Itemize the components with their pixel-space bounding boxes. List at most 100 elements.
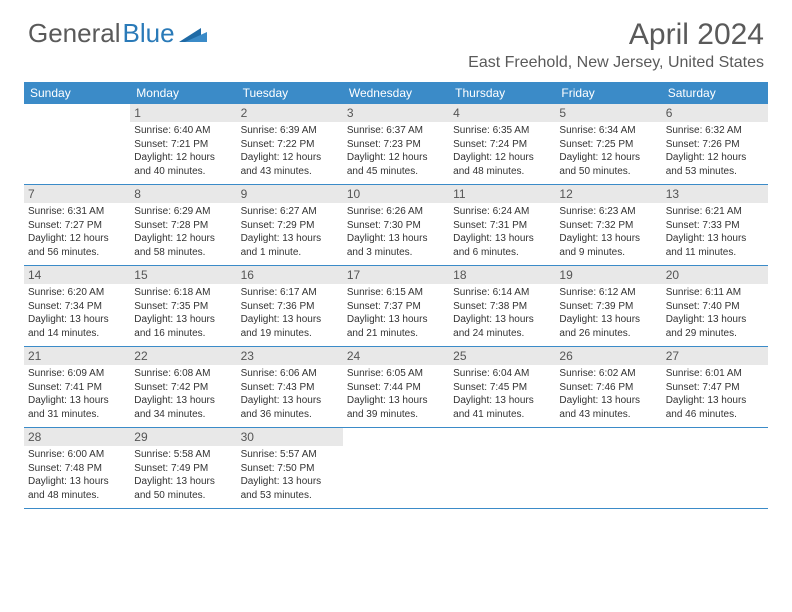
day-info: Sunrise: 6:11 AMSunset: 7:40 PMDaylight:… [666, 286, 764, 340]
day-info: Sunrise: 6:12 AMSunset: 7:39 PMDaylight:… [559, 286, 657, 340]
day-info: Sunrise: 6:18 AMSunset: 7:35 PMDaylight:… [134, 286, 232, 340]
day-number: 29 [130, 428, 236, 446]
sunset-text: Sunset: 7:26 PM [666, 138, 764, 152]
sunrise-text: Sunrise: 6:34 AM [559, 124, 657, 138]
daylight-text: Daylight: 13 hours and 21 minutes. [347, 313, 445, 340]
day-cell: 7Sunrise: 6:31 AMSunset: 7:27 PMDaylight… [24, 185, 130, 265]
day-info: Sunrise: 6:23 AMSunset: 7:32 PMDaylight:… [559, 205, 657, 259]
brand-part2: Blue [123, 18, 175, 49]
sunrise-text: Sunrise: 6:39 AM [241, 124, 339, 138]
day-header-cell: Saturday [662, 82, 768, 104]
daylight-text: Daylight: 13 hours and 34 minutes. [134, 394, 232, 421]
day-cell: 5Sunrise: 6:34 AMSunset: 7:25 PMDaylight… [555, 104, 661, 184]
daylight-text: Daylight: 13 hours and 26 minutes. [559, 313, 657, 340]
day-cell: 16Sunrise: 6:17 AMSunset: 7:36 PMDayligh… [237, 266, 343, 346]
day-cell: 22Sunrise: 6:08 AMSunset: 7:42 PMDayligh… [130, 347, 236, 427]
day-header-cell: Thursday [449, 82, 555, 104]
sunset-text: Sunset: 7:35 PM [134, 300, 232, 314]
day-cell: 11Sunrise: 6:24 AMSunset: 7:31 PMDayligh… [449, 185, 555, 265]
day-number: 24 [343, 347, 449, 365]
day-info: Sunrise: 6:17 AMSunset: 7:36 PMDaylight:… [241, 286, 339, 340]
sunrise-text: Sunrise: 6:02 AM [559, 367, 657, 381]
day-cell: 20 Sunrise: 6:11 AMSunset: 7:40 PMDayligh… [662, 266, 768, 346]
day-header-cell: Friday [555, 82, 661, 104]
day-number: 6 [662, 104, 768, 122]
day-info: Sunrise: 6:24 AMSunset: 7:31 PMDaylight:… [453, 205, 551, 259]
sunset-text: Sunset: 7:21 PM [134, 138, 232, 152]
daylight-text: Daylight: 13 hours and 29 minutes. [666, 313, 764, 340]
sunset-text: Sunset: 7:31 PM [453, 219, 551, 233]
day-cell: 4Sunrise: 6:35 AMSunset: 7:24 PMDaylight… [449, 104, 555, 184]
day-info: Sunrise: 6:06 AMSunset: 7:43 PMDaylight:… [241, 367, 339, 421]
sunset-text: Sunset: 7:33 PM [666, 219, 764, 233]
day-cell: 29Sunrise: 5:58 AMSunset: 7:49 PMDayligh… [130, 428, 236, 508]
day-cell: 6Sunrise: 6:32 AMSunset: 7:26 PMDaylight… [662, 104, 768, 184]
header: GeneralBlue April 2024 East Freehold, Ne… [0, 0, 792, 78]
day-number: 7 [24, 185, 130, 203]
day-number: 26 [555, 347, 661, 365]
sunrise-text: Sunrise: 6:09 AM [28, 367, 126, 381]
day-cell: 30Sunrise: 5:57 AMSunset: 7:50 PMDayligh… [237, 428, 343, 508]
sunrise-text: Sunrise: 6:24 AM [453, 205, 551, 219]
day-cell: 9Sunrise: 6:27 AMSunset: 7:29 PMDaylight… [237, 185, 343, 265]
daylight-text: Daylight: 13 hours and 48 minutes. [28, 475, 126, 502]
logo-icon [179, 24, 207, 44]
daylight-text: Daylight: 12 hours and 56 minutes. [28, 232, 126, 259]
week-row: .1Sunrise: 6:40 AMSunset: 7:21 PMDayligh… [24, 104, 768, 185]
sunrise-text: Sunrise: 6:12 AM [559, 286, 657, 300]
day-number: 5 [555, 104, 661, 122]
week-row: 14Sunrise: 6:20 AMSunset: 7:34 PMDayligh… [24, 266, 768, 347]
day-number: 3 [343, 104, 449, 122]
daylight-text: Daylight: 13 hours and 31 minutes. [28, 394, 126, 421]
day-header-row: SundayMondayTuesdayWednesdayThursdayFrid… [24, 82, 768, 104]
daylight-text: Daylight: 13 hours and 50 minutes. [134, 475, 232, 502]
day-info: Sunrise: 6:20 AMSunset: 7:34 PMDaylight:… [28, 286, 126, 340]
day-cell: 15Sunrise: 6:18 AMSunset: 7:35 PMDayligh… [130, 266, 236, 346]
day-number: 8 [130, 185, 236, 203]
sunrise-text: Sunrise: 6:31 AM [28, 205, 126, 219]
sunrise-text: Sunrise: 6:29 AM [134, 205, 232, 219]
day-info: Sunrise: 6:21 AMSunset: 7:33 PMDaylight:… [666, 205, 764, 259]
day-info: Sunrise: 6:26 AMSunset: 7:30 PMDaylight:… [347, 205, 445, 259]
sunset-text: Sunset: 7:42 PM [134, 381, 232, 395]
sunset-text: Sunset: 7:46 PM [559, 381, 657, 395]
sunset-text: Sunset: 7:32 PM [559, 219, 657, 233]
sunrise-text: Sunrise: 6:00 AM [28, 448, 126, 462]
day-info: Sunrise: 6:09 AMSunset: 7:41 PMDaylight:… [28, 367, 126, 421]
logo: GeneralBlue [28, 18, 207, 49]
day-number: 12 [555, 185, 661, 203]
day-cell: 18 Sunrise: 6:14 AMSunset: 7:38 PMDayligh… [449, 266, 555, 346]
title-block: April 2024 East Freehold, New Jersey, Un… [468, 18, 764, 72]
sunrise-text: Sunrise: 6:37 AM [347, 124, 445, 138]
day-number: 13 [662, 185, 768, 203]
daylight-text: Daylight: 13 hours and 41 minutes. [453, 394, 551, 421]
day-number: 25 [449, 347, 555, 365]
brand-part1: General [28, 18, 121, 49]
sunset-text: Sunset: 7:37 PM [347, 300, 445, 314]
day-number: 18 [449, 266, 555, 284]
daylight-text: Daylight: 12 hours and 53 minutes. [666, 151, 764, 178]
daylight-text: Daylight: 12 hours and 43 minutes. [241, 151, 339, 178]
day-cell: 25 Sunrise: 6:04 AMSunset: 7:45 PMDayligh… [449, 347, 555, 427]
sunset-text: Sunset: 7:43 PM [241, 381, 339, 395]
sunset-text: Sunset: 7:34 PM [28, 300, 126, 314]
day-info: Sunrise: 6:14 AMSunset: 7:38 PMDaylight:… [453, 286, 551, 340]
day-cell: 24Sunrise: 6:05 AMSunset: 7:44 PMDayligh… [343, 347, 449, 427]
daylight-text: Daylight: 13 hours and 24 minutes. [453, 313, 551, 340]
sunset-text: Sunset: 7:28 PM [134, 219, 232, 233]
sunset-text: Sunset: 7:45 PM [453, 381, 551, 395]
day-number: 20 [662, 266, 768, 284]
daylight-text: Daylight: 13 hours and 14 minutes. [28, 313, 126, 340]
day-info: Sunrise: 6:04 AMSunset: 7:45 PMDaylight:… [453, 367, 551, 421]
sunset-text: Sunset: 7:38 PM [453, 300, 551, 314]
day-cell: . [24, 104, 130, 184]
day-number: 27 [662, 347, 768, 365]
week-row: 7Sunrise: 6:31 AMSunset: 7:27 PMDaylight… [24, 185, 768, 266]
sunrise-text: Sunrise: 6:40 AM [134, 124, 232, 138]
day-header-cell: Monday [130, 82, 236, 104]
sunrise-text: Sunrise: 6:21 AM [666, 205, 764, 219]
week-row: 28Sunrise: 6:00 AMSunset: 7:48 PMDayligh… [24, 428, 768, 509]
sunrise-text: Sunrise: 6:18 AM [134, 286, 232, 300]
day-cell: 3Sunrise: 6:37 AMSunset: 7:23 PMDaylight… [343, 104, 449, 184]
sunset-text: Sunset: 7:41 PM [28, 381, 126, 395]
